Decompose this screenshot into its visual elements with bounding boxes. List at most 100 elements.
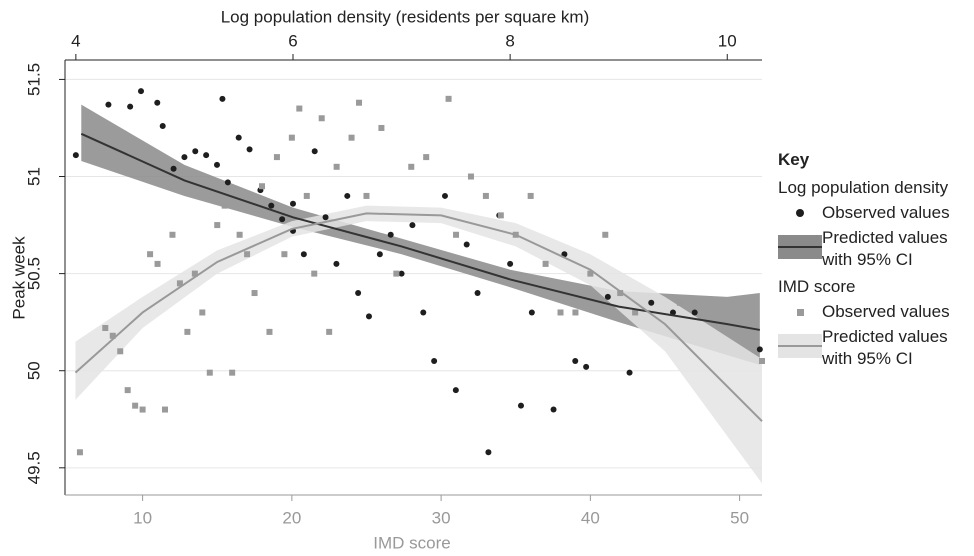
legend-entry: Observed values — [778, 301, 974, 323]
x2-axis-title: Log population density (residents per sq… — [221, 7, 590, 26]
y-tick-label: 50 — [24, 361, 43, 380]
point — [127, 103, 134, 110]
legend-entry: Predicted values with 95% CI — [778, 227, 974, 271]
legend-swatch — [796, 209, 804, 217]
fit-line — [80, 132, 761, 331]
legend-swatch — [778, 334, 822, 358]
point — [583, 363, 590, 370]
point — [378, 124, 385, 131]
legend-title: Key — [778, 150, 810, 169]
point — [326, 328, 333, 335]
point — [355, 290, 362, 297]
legend-group-title: IMD score — [778, 277, 856, 296]
y-tick-label: 51.5 — [24, 63, 43, 96]
point — [561, 251, 568, 258]
point — [251, 290, 258, 297]
point — [356, 99, 363, 106]
point — [219, 95, 226, 102]
point — [453, 231, 460, 238]
point — [102, 324, 109, 331]
point — [445, 95, 452, 102]
point — [117, 348, 124, 355]
x-tick-label: 50 — [730, 508, 749, 527]
legend-label: Observed values — [822, 302, 950, 321]
point — [527, 192, 534, 199]
x2-tick-label: 4 — [71, 31, 80, 50]
point — [669, 309, 676, 316]
point — [184, 328, 191, 335]
legend-swatch — [797, 309, 804, 316]
point — [632, 309, 639, 316]
point — [322, 214, 329, 221]
point — [154, 99, 161, 106]
point — [214, 222, 221, 229]
legend-marker — [796, 209, 804, 217]
x-tick-label: 30 — [432, 508, 451, 527]
point — [550, 406, 557, 413]
point — [300, 251, 307, 258]
x2-tick-label: 10 — [718, 31, 737, 50]
point — [587, 270, 594, 277]
point — [759, 358, 765, 365]
point — [161, 406, 168, 413]
point — [224, 179, 231, 186]
point — [376, 251, 383, 258]
point — [420, 309, 427, 316]
point — [452, 387, 459, 394]
point — [441, 192, 448, 199]
point — [221, 202, 228, 209]
point — [363, 192, 370, 199]
point — [203, 152, 210, 159]
point — [691, 309, 698, 316]
point — [259, 183, 266, 190]
point — [485, 449, 492, 456]
legend-entry: Observed values — [778, 202, 974, 224]
point — [398, 270, 405, 277]
point — [517, 402, 524, 409]
x-tick-label: 40 — [581, 508, 600, 527]
grid — [65, 78, 762, 469]
point — [528, 309, 535, 316]
point — [463, 241, 470, 248]
fits — [74, 132, 763, 422]
x-tick-label: 20 — [282, 508, 301, 527]
point — [365, 313, 372, 320]
point — [159, 123, 166, 130]
point — [482, 192, 489, 199]
legend-label: Predicted values with 95% CI — [822, 327, 948, 368]
point — [626, 369, 633, 376]
point — [572, 309, 579, 316]
point — [387, 231, 394, 238]
legend-group-title: Log population density — [778, 178, 949, 197]
axes: 49.5 50 50.5 51 51.5 10 20 30 40 50 4 6 8 10 — [24, 31, 762, 527]
point — [281, 251, 288, 258]
point — [266, 328, 273, 335]
point — [124, 387, 131, 394]
point — [289, 200, 296, 207]
point — [756, 346, 763, 353]
point — [542, 260, 549, 267]
point — [467, 173, 474, 180]
point — [139, 406, 146, 413]
y-tick-label: 50.5 — [24, 257, 43, 290]
x-axis-title: IMD score — [373, 533, 450, 552]
point — [154, 260, 161, 267]
point — [170, 165, 177, 172]
point — [333, 260, 340, 267]
points — [72, 88, 765, 456]
point — [474, 290, 481, 297]
bands — [75, 104, 763, 484]
point — [409, 222, 416, 229]
point — [288, 134, 295, 141]
point — [147, 251, 154, 258]
legend-entry: Predicted values with 95% CI — [778, 326, 974, 370]
point — [132, 402, 139, 409]
point — [557, 309, 564, 316]
legend-swatch — [778, 235, 822, 259]
point — [296, 105, 303, 112]
fit-line — [74, 212, 763, 422]
point — [431, 358, 438, 365]
point — [311, 148, 318, 155]
